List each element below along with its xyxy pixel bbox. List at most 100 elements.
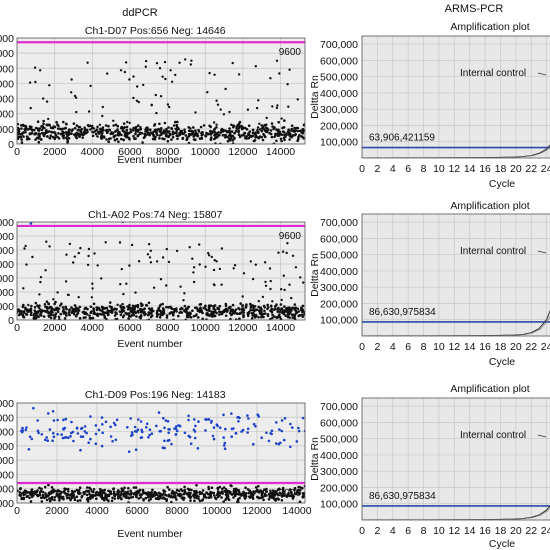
droplet-point (274, 307, 277, 311)
droplet-point (282, 136, 286, 140)
droplet-point (150, 432, 154, 436)
droplet-point (233, 20, 236, 23)
droplet-point (167, 126, 170, 129)
droplet-point (34, 301, 38, 305)
droplet-point (149, 497, 152, 501)
droplet-point (193, 430, 197, 433)
droplet-point (53, 131, 56, 134)
droplet-point (56, 135, 59, 139)
droplet-point (276, 308, 280, 311)
x-tick-label: 2000 (43, 322, 67, 334)
droplet-point (98, 312, 102, 316)
x-tick-label: 10 (433, 525, 445, 537)
droplet-point (22, 18, 25, 21)
droplet-point (301, 25, 304, 28)
droplet-point (182, 16, 185, 19)
droplet-point (17, 489, 19, 493)
droplet-point (134, 137, 137, 140)
droplet-point (167, 15, 170, 18)
droplet-point (20, 496, 24, 500)
droplet-point (300, 21, 303, 24)
droplet-point (207, 487, 211, 491)
droplet-point (235, 24, 238, 27)
droplet-point (171, 135, 175, 139)
droplet-point (278, 72, 281, 75)
droplet-point (72, 493, 76, 497)
y-tick-label: 000 (0, 48, 14, 60)
droplet-point (277, 442, 281, 446)
droplet-point (242, 29, 245, 32)
droplet-point (241, 492, 244, 496)
droplet-point (100, 17, 103, 20)
droplet-point (34, 131, 38, 135)
x-tick-label: 12 (448, 341, 460, 353)
droplet-point (25, 426, 28, 429)
panel-arms3: Amplification plot0246810121416182022242… (309, 383, 550, 550)
droplet-point (41, 26, 44, 29)
droplet-point (20, 127, 23, 130)
droplet-point (299, 276, 302, 279)
droplet-point (129, 489, 132, 493)
droplet-point (68, 309, 71, 312)
droplet-point (158, 429, 162, 433)
droplet-point (216, 306, 219, 310)
droplet-point (125, 131, 129, 134)
droplet-point (193, 499, 196, 503)
droplet-point (242, 272, 246, 275)
y-tick-label: 000 (0, 259, 14, 271)
grid-lines (17, 222, 305, 320)
droplet-point (226, 497, 230, 500)
droplet-point (79, 26, 82, 29)
droplet-point (170, 138, 173, 141)
droplet-point (260, 308, 264, 311)
droplet-point (194, 111, 197, 114)
droplet-point (176, 137, 179, 141)
y-tick-label: 000 (0, 441, 14, 453)
droplet-point (193, 491, 197, 495)
droplet-point (276, 104, 279, 107)
droplet-point (38, 493, 41, 497)
droplet-point (168, 22, 171, 25)
droplet-point (261, 295, 265, 299)
y-tick-label: 300,000 (320, 466, 358, 478)
droplet-point (50, 306, 53, 309)
droplet-point (189, 499, 192, 502)
droplet-point (165, 494, 168, 497)
droplet-point (269, 287, 272, 291)
droplet-point (26, 136, 30, 139)
droplet-point (139, 132, 142, 136)
droplet-point (279, 22, 282, 25)
droplet-point (222, 310, 226, 314)
droplet-point (72, 27, 75, 30)
droplet-point (143, 132, 146, 136)
droplet-point (283, 131, 286, 134)
droplet-point (105, 130, 109, 134)
droplet-point (193, 418, 196, 421)
droplet-point (91, 316, 95, 320)
droplet-point (158, 137, 161, 140)
droplet-point (17, 133, 19, 136)
droplet-point (280, 499, 284, 502)
droplet-point (16, 21, 19, 24)
x-tick-label: 12 (448, 525, 460, 537)
droplet-point (35, 19, 38, 22)
droplet-point (214, 21, 217, 24)
droplet-point (33, 316, 36, 320)
droplet-point (136, 428, 140, 432)
droplet-point (45, 436, 48, 439)
droplet-point (147, 301, 151, 305)
droplet-point (49, 20, 52, 23)
droplet-point (178, 22, 181, 25)
droplet-point (218, 267, 222, 271)
droplet-point (83, 430, 87, 433)
x-tick-label: 6000 (118, 146, 142, 158)
droplet-point (237, 415, 240, 419)
x-tick-label: 20 (510, 341, 522, 353)
droplet-point (225, 489, 228, 493)
droplet-point (222, 413, 225, 417)
droplet-point (177, 424, 180, 427)
grid-lines (362, 398, 550, 520)
droplet-point (21, 426, 24, 430)
droplet-point (86, 486, 89, 489)
droplet-point (231, 61, 234, 65)
